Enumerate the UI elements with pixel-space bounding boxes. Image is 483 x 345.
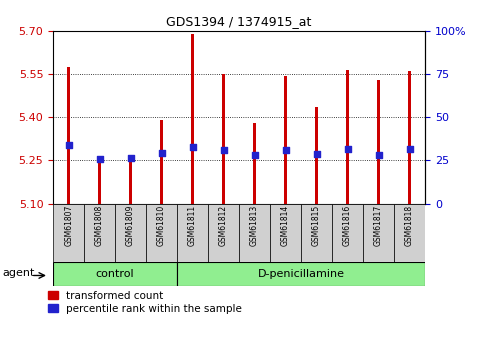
Bar [53,262,177,286]
Text: GSM61816: GSM61816 [343,205,352,246]
Text: agent: agent [3,268,35,278]
Point [220,148,227,153]
Bar [115,204,146,262]
Text: GSM61815: GSM61815 [312,205,321,246]
Point [65,142,72,147]
Text: GSM61807: GSM61807 [64,205,73,246]
Text: GSM61810: GSM61810 [157,205,166,246]
Point [282,148,289,153]
Point [344,147,352,152]
Bar [346,70,349,204]
Bar [239,204,270,262]
Text: GSM61818: GSM61818 [405,205,414,246]
Text: D-penicillamine: D-penicillamine [257,269,344,279]
Bar [98,159,101,204]
Text: GSM61808: GSM61808 [95,205,104,246]
Point [251,152,258,158]
Bar [222,73,226,204]
Bar [253,123,256,204]
Point [375,152,383,158]
Bar [408,71,412,204]
Bar [377,80,381,204]
Bar [301,204,332,262]
Legend: transformed count, percentile rank within the sample: transformed count, percentile rank withi… [43,286,246,318]
Bar [146,204,177,262]
Bar [284,76,287,204]
Bar [208,204,239,262]
Point [127,155,134,160]
Point [158,150,166,156]
Bar [363,204,394,262]
Bar [191,34,195,204]
Bar [67,67,71,204]
Bar [160,120,163,204]
Point [313,151,320,157]
Bar [177,262,425,286]
Bar [270,204,301,262]
Text: GSM61814: GSM61814 [281,205,290,246]
Bar [129,162,132,204]
Point [189,145,197,150]
Title: GDS1394 / 1374915_at: GDS1394 / 1374915_at [167,16,312,29]
Text: control: control [96,269,134,279]
Bar [394,204,425,262]
Text: GSM61813: GSM61813 [250,205,259,246]
Point [96,156,103,162]
Bar [315,107,318,204]
Bar [84,204,115,262]
Point [406,146,413,152]
Text: GSM61817: GSM61817 [374,205,383,246]
Text: GSM61809: GSM61809 [126,205,135,246]
Text: GSM61812: GSM61812 [219,205,228,246]
Bar [177,204,208,262]
Text: GSM61811: GSM61811 [188,205,197,246]
Bar [332,204,363,262]
Bar [53,204,84,262]
